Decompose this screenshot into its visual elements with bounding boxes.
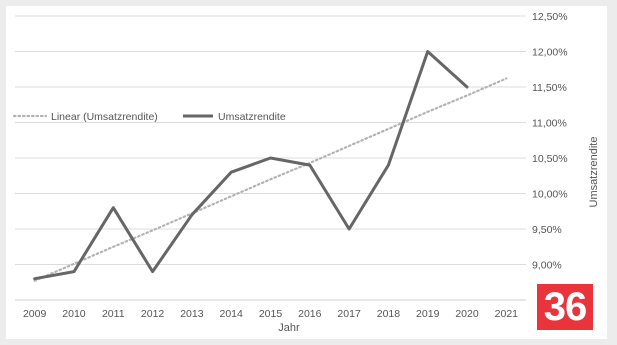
x-tick-label: 2009 xyxy=(23,308,47,320)
y-tick-label: 11,00% xyxy=(532,118,567,130)
x-tick-label: 2019 xyxy=(416,308,440,320)
x-tick-label: 2010 xyxy=(62,308,86,320)
trendline-series xyxy=(33,77,508,282)
x-tick-label: 2018 xyxy=(377,308,401,320)
legend-label-umsatzrendite: Umsatzrendite xyxy=(218,111,286,123)
y-tick-label: 10,00% xyxy=(532,189,568,201)
page-number-badge: 36 xyxy=(537,284,593,330)
x-tick-label: 2012 xyxy=(141,308,165,320)
y-tick-label: 9,50% xyxy=(532,224,562,236)
y-tick-label: 12,00% xyxy=(532,47,568,59)
x-tick-label: 2015 xyxy=(259,308,283,320)
y-axis-title: Umsatzrendite xyxy=(588,137,600,208)
series-lines xyxy=(33,50,508,282)
umsatzrendite-series xyxy=(33,50,469,281)
legend: Linear (Umsatzrendite) Umsatzrendite xyxy=(12,111,286,123)
y-tick-label: 10,50% xyxy=(532,153,568,165)
x-tick-label: 2014 xyxy=(220,308,244,320)
legend-label-trendline: Linear (Umsatzrendite) xyxy=(51,111,158,123)
x-axis-ticks: 2009 2010 2011 2012 2013 2014 2015 2016 2017 2018… xyxy=(23,308,518,320)
x-tick-label: 2017 xyxy=(337,308,361,320)
x-axis-title: Jahr xyxy=(278,322,300,334)
y-tick-label: 11,50% xyxy=(532,82,567,94)
x-tick-label: 2021 xyxy=(495,308,519,320)
y-tick-label: 9,00% xyxy=(532,260,562,272)
y-tick-label: 12,50% xyxy=(532,11,568,23)
y-axis-ticks: 9,00% 9,50% 10,00% 10,50% 11,00% 11,50% 12,00%… xyxy=(532,11,568,272)
x-tick-label: 2016 xyxy=(298,308,322,320)
x-tick-label: 2020 xyxy=(455,308,479,320)
x-tick-label: 2013 xyxy=(180,308,204,320)
x-tick-label: 2011 xyxy=(102,308,125,320)
line-chart: 9,00% 9,50% 10,00% 10,50% 11,00% 11,50% 12,00%… xyxy=(12,11,600,334)
chart-panel: 9,00% 9,50% 10,00% 10,50% 11,00% 11,50% 12,00%… xyxy=(6,6,607,339)
